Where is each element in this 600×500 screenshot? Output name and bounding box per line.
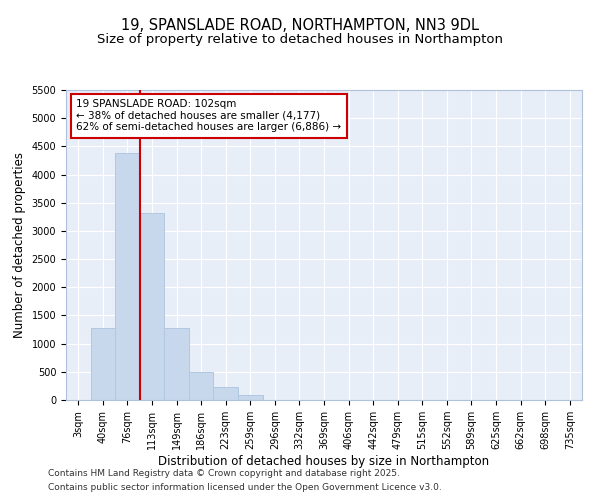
Bar — [189, 372, 214, 400]
Text: Contains HM Land Registry data © Crown copyright and database right 2025.: Contains HM Land Registry data © Crown c… — [48, 468, 400, 477]
Text: Contains public sector information licensed under the Open Government Licence v3: Contains public sector information licen… — [48, 484, 442, 492]
Bar — [214, 387, 238, 400]
Bar — [164, 328, 189, 400]
Bar — [115, 153, 140, 400]
Bar — [140, 214, 164, 400]
X-axis label: Distribution of detached houses by size in Northampton: Distribution of detached houses by size … — [158, 455, 490, 468]
Bar — [238, 395, 263, 400]
Text: Size of property relative to detached houses in Northampton: Size of property relative to detached ho… — [97, 32, 503, 46]
Y-axis label: Number of detached properties: Number of detached properties — [13, 152, 26, 338]
Text: 19 SPANSLADE ROAD: 102sqm
← 38% of detached houses are smaller (4,177)
62% of se: 19 SPANSLADE ROAD: 102sqm ← 38% of detac… — [76, 100, 341, 132]
Text: 19, SPANSLADE ROAD, NORTHAMPTON, NN3 9DL: 19, SPANSLADE ROAD, NORTHAMPTON, NN3 9DL — [121, 18, 479, 32]
Bar — [91, 328, 115, 400]
